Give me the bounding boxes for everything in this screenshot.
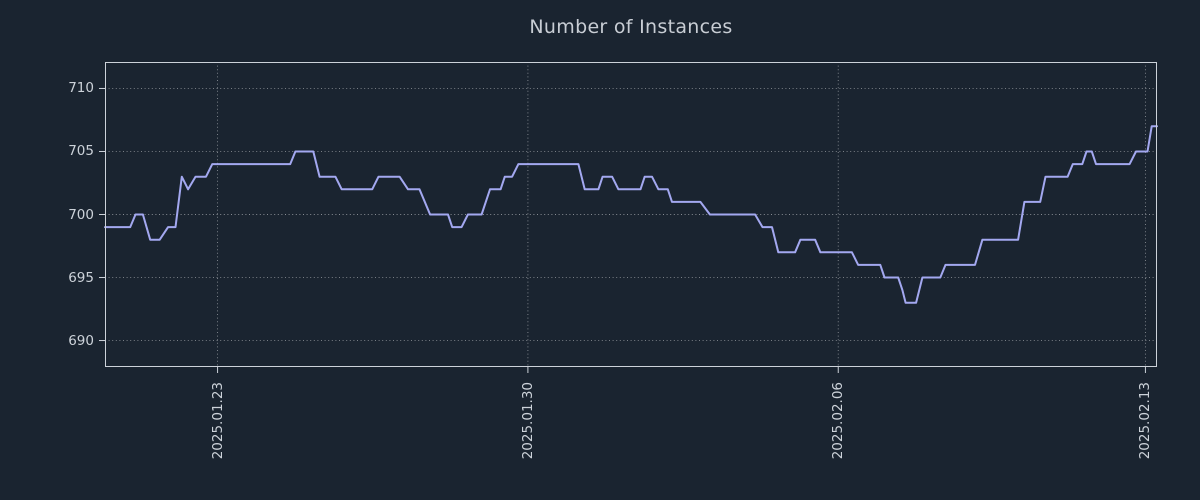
x-tick-label-text: 2025.02.06 [830, 382, 847, 460]
plot-border [105, 62, 1157, 367]
y-tick-label: 700 [68, 206, 94, 223]
y-tick-label: 695 [68, 269, 94, 286]
chart-title: Number of Instances [529, 16, 733, 38]
y-tick-label: 705 [68, 143, 94, 160]
x-tick-label-text: 2025.02.13 [1137, 382, 1154, 460]
chart-svg [99, 62, 1158, 373]
y-tick-label: 710 [68, 80, 94, 97]
x-tick-label-text: 2025.01.30 [519, 382, 536, 460]
y-tick-label: 690 [68, 332, 94, 349]
plot-area [99, 62, 1158, 373]
series-line-instances [104, 125, 1158, 304]
x-tick-label-text: 2025.01.23 [209, 382, 226, 460]
